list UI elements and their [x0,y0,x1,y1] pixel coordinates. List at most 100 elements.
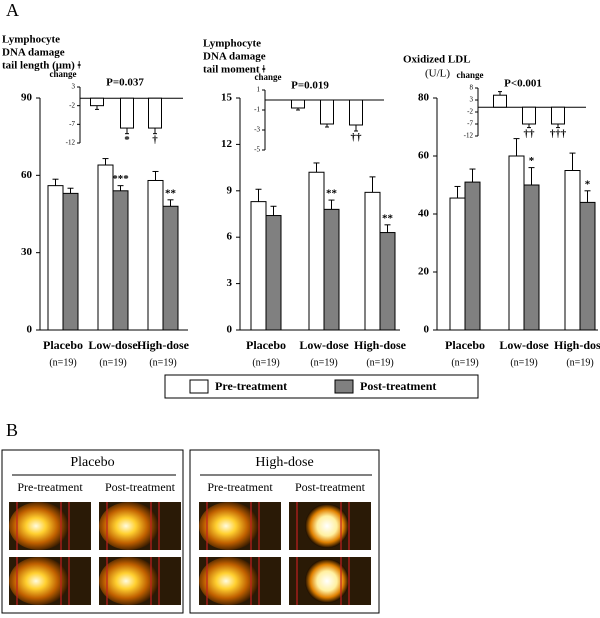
p-value: P=0.037 [106,77,144,89]
inset-label: change [457,70,484,80]
comet [305,559,349,603]
category-note: (n=19) [149,357,176,368]
inset-tick-label: -7 [69,120,75,128]
inset-tick-label: -1 [254,106,260,114]
bar [47,185,64,331]
significance: * [124,134,130,146]
chart-title: tail length (μm) ǂ [2,60,81,72]
bar [250,201,267,331]
bar [112,190,129,331]
chart-title: Lymphocyte [203,38,261,50]
x-tick-label: High-dose [137,338,190,352]
column-header: Pre-treatment [17,480,83,494]
comet [99,557,159,605]
bar [449,197,466,331]
legend-label: Post-treatment [360,379,436,393]
chart-title: Oxidized LDL [403,54,471,66]
inset-tick-label: 3 [470,96,474,104]
inset-tick-label: -12 [464,132,474,140]
bar [323,208,340,331]
p-value: P<0.001 [504,78,542,90]
x-tick-label: Low-dose [88,338,138,352]
comet [305,504,349,548]
category-note: (n=19) [510,357,537,368]
category-note: (n=19) [310,357,337,368]
x-tick-label: Placebo [43,338,83,352]
inset-tick-label: 3 [72,83,76,91]
significance: †† [524,128,536,140]
inset-bar [291,99,305,109]
column-header: Post-treatment [105,480,176,494]
inset-tick-label: -12 [66,139,76,147]
significance: *** [112,173,129,185]
bar [147,179,164,331]
panel-label: B [6,420,18,440]
chart-title: DNA damage [203,51,266,63]
inset-bar [522,106,536,125]
inset-bar [148,97,162,129]
significance: ** [165,187,177,199]
y-tick-label: 20 [418,266,430,278]
inset-bar [349,99,363,126]
category-note: (n=19) [99,357,126,368]
chart-title: DNA damage [2,47,65,59]
category-note: (n=19) [566,357,593,368]
panel-box [1,449,184,614]
comet [199,502,259,550]
comet [99,502,159,550]
bar [62,192,79,331]
bar [464,181,481,331]
inset-bar [90,97,104,107]
y-tick-label: 9 [227,184,233,196]
significance: * [529,155,535,167]
category-note: (n=19) [451,357,478,368]
x-tick-label: High-dose [354,338,407,352]
inset-tick-label: -2 [467,108,473,116]
significance: ** [382,212,394,224]
chart-title: tail moment ǂ [203,64,265,76]
inset-bar [493,94,507,108]
comet [199,557,259,605]
y-tick-label: 80 [418,92,430,104]
y-tick-label: 3 [227,277,233,289]
y-axis-label: (U/L) [425,68,450,80]
inset-label: change [50,69,77,79]
bar [364,191,381,331]
bar [265,215,282,331]
y-tick-label: 12 [221,138,233,150]
chart-title: Lymphocyte [2,34,60,46]
legend-swatch [334,379,354,394]
panel-label: A [6,0,19,20]
comet [9,557,69,605]
legend-swatch [189,379,209,394]
bar [508,155,525,331]
x-tick-label: High-dose [554,338,600,352]
inset-tick-label: -7 [467,120,473,128]
group-title: Placebo [70,455,114,470]
bar [579,201,596,331]
y-tick-label: 90 [21,92,33,104]
significance: ** [326,188,338,200]
bar [162,205,179,331]
significance: ††† [550,128,567,140]
inset-tick-label: 1 [257,86,261,94]
category-note: (n=19) [366,357,393,368]
bar [97,164,114,331]
x-tick-label: Low-dose [299,338,349,352]
significance: †† [351,132,363,144]
y-tick-label: 0 [27,324,33,336]
legend-label: Pre-treatment [215,379,287,393]
bar [308,171,325,331]
inset-tick-label: -3 [254,126,260,134]
x-tick-label: Placebo [246,338,286,352]
x-tick-label: Placebo [445,338,485,352]
inset-bar [320,99,334,125]
y-tick-label: 0 [424,324,430,336]
y-tick-label: 0 [227,324,233,336]
y-tick-label: 40 [418,208,430,220]
significance: * [585,178,591,190]
category-note: (n=19) [49,357,76,368]
inset-tick-label: -5 [254,146,260,154]
y-tick-label: 30 [21,246,33,258]
